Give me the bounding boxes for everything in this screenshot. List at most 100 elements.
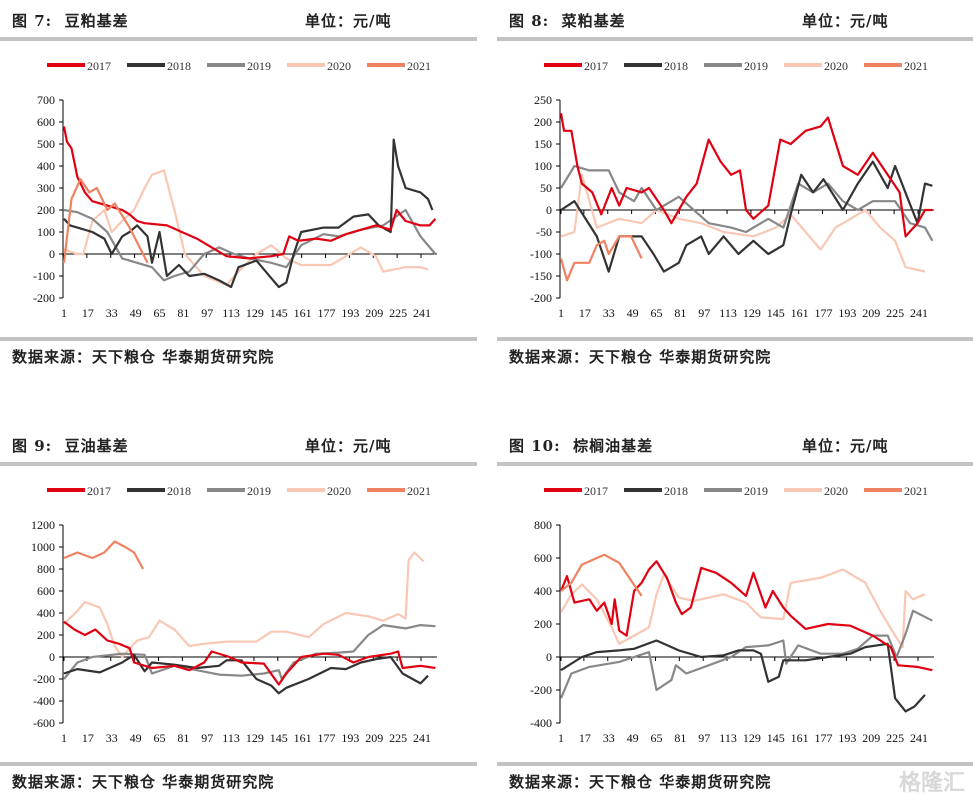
x-tick-label: 209 <box>365 306 383 320</box>
x-tick-label: 129 <box>743 306 761 320</box>
y-tick-label: -200 <box>530 683 552 697</box>
footer-divider <box>0 337 477 341</box>
x-tick-label: 81 <box>674 731 686 745</box>
header-divider <box>0 37 477 41</box>
y-tick-label: -200 <box>530 291 552 305</box>
x-tick-label: 65 <box>650 731 662 745</box>
x-tick-label: 241 <box>413 306 431 320</box>
y-tick-label: -50 <box>536 225 552 239</box>
y-tick-label: -100 <box>530 247 552 261</box>
series-line-2017 <box>559 560 933 672</box>
x-tick-label: 81 <box>177 306 189 320</box>
y-tick-label: 600 <box>37 584 55 598</box>
x-tick-label: 177 <box>318 731 336 745</box>
x-tick-label: 177 <box>815 731 833 745</box>
series-line-2017 <box>63 620 436 686</box>
x-tick-label: 193 <box>838 731 856 745</box>
legend-label-2020: 2020 <box>824 484 848 498</box>
y-tick-label: 0 <box>546 203 552 217</box>
x-tick-label: 113 <box>719 731 737 745</box>
source-note: 数据来源：天下粮仓 华泰期货研究院 <box>12 773 275 791</box>
x-tick-label: 49 <box>130 306 142 320</box>
x-tick-label: 209 <box>862 731 880 745</box>
y-tick-label: -400 <box>530 716 552 730</box>
y-tick-label: 200 <box>37 628 55 642</box>
y-tick-label: -600 <box>33 716 55 730</box>
x-tick-label: 145 <box>767 306 785 320</box>
unit-label: 单位：元/吨 <box>802 437 889 455</box>
x-tick-label: 129 <box>246 306 264 320</box>
x-tick-label: 161 <box>791 306 809 320</box>
legend-label-2020: 2020 <box>327 484 351 498</box>
legend-label-2020: 2020 <box>824 59 848 73</box>
figure-number: 图 7: <box>12 12 53 30</box>
x-tick-label: 145 <box>767 731 785 745</box>
chart-title: 图 9: 豆油基差 <box>12 435 129 456</box>
unit-label: 单位：元/吨 <box>305 12 392 30</box>
y-tick-label: 50 <box>540 181 552 195</box>
chart-panel-soybean-oil-basis: 图 9: 豆油基差 单位：元/吨 数据来源：天下粮仓 华泰期货研究院 2017 2018… <box>0 425 477 797</box>
x-tick-label: 97 <box>201 731 213 745</box>
chart-title: 图 7: 豆粕基差 <box>12 10 129 31</box>
y-tick-label: 0 <box>49 650 55 664</box>
x-tick-label: 65 <box>153 731 165 745</box>
y-tick-label: 400 <box>37 606 55 620</box>
series-line-2021 <box>559 235 643 282</box>
x-tick-label: 49 <box>130 731 142 745</box>
legend-label-2018: 2018 <box>167 59 191 73</box>
x-tick-label: 161 <box>294 306 312 320</box>
y-tick-label: 0 <box>49 247 55 261</box>
x-tick-label: 113 <box>222 731 240 745</box>
x-tick-label: 225 <box>389 306 407 320</box>
x-tick-label: 193 <box>341 731 359 745</box>
x-tick-label: 33 <box>106 306 118 320</box>
x-tick-label: 65 <box>153 306 165 320</box>
y-tick-label: 400 <box>534 584 552 598</box>
x-tick-label: 225 <box>886 731 904 745</box>
x-tick-label: 65 <box>650 306 662 320</box>
x-tick-label: 97 <box>698 306 710 320</box>
x-tick-label: 1 <box>61 306 67 320</box>
line-chart: 2017 2018 2019 2020 2021 -200 -100 0 100 200 300 40… <box>33 59 437 320</box>
legend-label-2019: 2019 <box>744 59 768 73</box>
legend-label-2021: 2021 <box>904 484 928 498</box>
y-tick-label: 200 <box>534 617 552 631</box>
x-tick-label: 17 <box>579 306 591 320</box>
legend-label-2018: 2018 <box>167 484 191 498</box>
header-divider <box>497 462 973 466</box>
y-tick-label: 800 <box>37 562 55 576</box>
chart-title-text: 菜粕基差 <box>561 12 626 30</box>
x-tick-label: 33 <box>603 306 615 320</box>
series-line-2017 <box>62 126 437 260</box>
y-tick-label: 600 <box>534 551 552 565</box>
chart-panel-rapeseed-meal-basis: 图 8: 菜粕基差 单位：元/吨 数据来源：天下粮仓 华泰期货研究院 2017 2018… <box>497 0 973 372</box>
series-line-2021 <box>62 178 149 264</box>
legend-label-2019: 2019 <box>247 59 271 73</box>
legend-label-2020: 2020 <box>327 59 351 73</box>
chart-title: 图 10: 棕榈油基差 <box>509 435 653 456</box>
x-tick-label: 1 <box>558 306 564 320</box>
series-line-2019 <box>560 164 934 242</box>
legend-label-2017: 2017 <box>87 484 111 498</box>
x-tick-label: 49 <box>627 306 639 320</box>
x-tick-label: 241 <box>910 306 928 320</box>
legend-label-2019: 2019 <box>744 484 768 498</box>
y-tick-label: 800 <box>534 518 552 532</box>
figure-number: 图 8: <box>509 12 550 30</box>
x-tick-label: 17 <box>82 731 94 745</box>
chart-panel-palm-oil-basis: 图 10: 棕榈油基差 单位：元/吨 数据来源：天下粮仓 华泰期货研究院 2017 20… <box>497 425 973 797</box>
source-note: 数据来源：天下粮仓 华泰期货研究院 <box>12 348 275 366</box>
x-tick-label: 129 <box>246 731 264 745</box>
y-tick-label: 100 <box>534 159 552 173</box>
line-chart: 2017 2018 2019 2020 2021 -200 -150 -100 -50 0 50 10… <box>530 59 934 320</box>
y-tick-label: 500 <box>37 137 55 151</box>
legend-label-2017: 2017 <box>584 484 608 498</box>
figure-number: 图 10: <box>509 437 561 455</box>
y-tick-label: 1000 <box>31 540 55 554</box>
chart-title-text: 豆粕基差 <box>64 12 129 30</box>
series-line-2021 <box>63 540 145 570</box>
x-tick-label: 97 <box>201 306 213 320</box>
x-tick-label: 113 <box>222 306 240 320</box>
x-tick-label: 129 <box>743 731 761 745</box>
x-tick-label: 161 <box>294 731 312 745</box>
